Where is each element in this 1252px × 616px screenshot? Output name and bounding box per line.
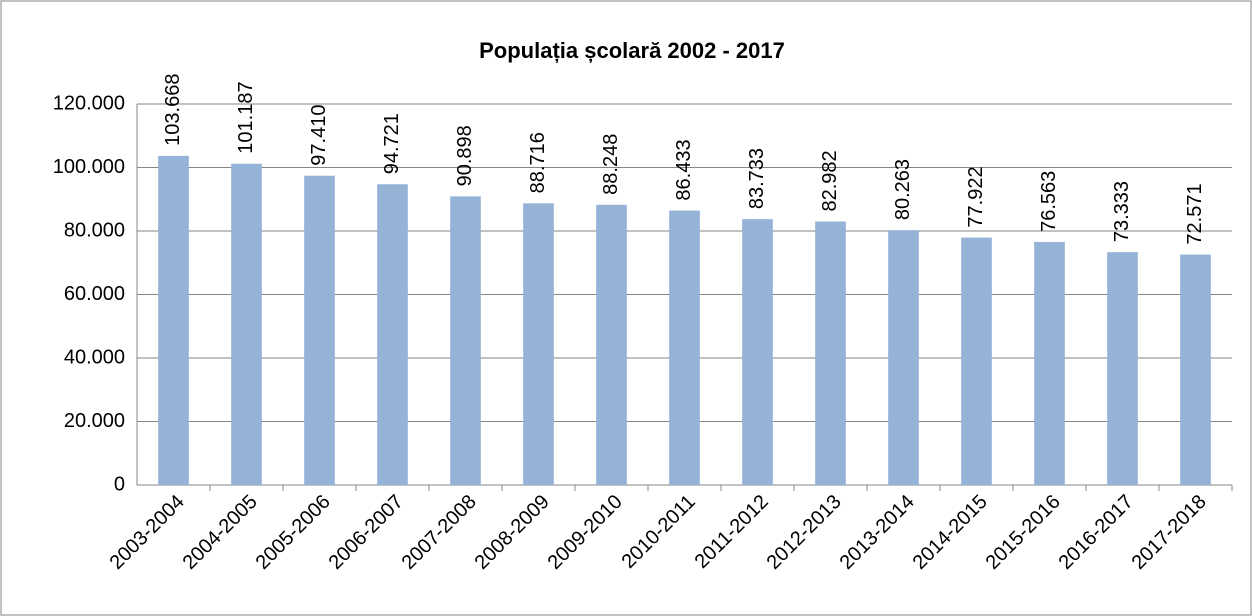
bar [158,155,189,485]
data-label: 72.571 [1184,183,1206,244]
data-label: 101.187 [235,81,257,153]
data-label: 82.982 [819,150,841,211]
data-label: 90.898 [454,125,476,186]
y-tick-label: 60.000 [64,283,125,305]
bar [450,196,481,485]
bar [1034,241,1065,485]
data-label: 88.716 [527,132,549,193]
chart-title: Populația școlară 2002 - 2017 [479,38,785,63]
data-label: 97.410 [308,105,330,166]
data-label: 88.248 [600,134,622,195]
y-tick-label: 40.000 [64,346,125,368]
data-label: 83.733 [746,148,768,209]
bar [742,219,773,486]
bar [304,175,335,485]
data-label: 77.922 [965,166,987,227]
bar [888,230,919,485]
y-tick-label: 120.000 [53,92,125,114]
bar [377,184,408,486]
bar [669,210,700,485]
bar [961,237,992,485]
data-label: 94.721 [381,113,403,174]
bar [523,203,554,485]
bar [596,204,627,485]
data-label: 76.563 [1038,171,1060,232]
y-tick-label: 0 [114,473,125,495]
y-tick-label: 100.000 [53,156,125,178]
bar [1107,252,1138,485]
data-label: 73.333 [1111,181,1133,242]
data-label: 103.668 [162,74,184,146]
data-label: 86.433 [673,139,695,200]
y-tick-label: 20.000 [64,410,125,432]
bar [1180,254,1211,485]
data-label: 80.263 [892,159,914,220]
bar [231,163,262,486]
y-tick-label: 80.000 [64,219,125,241]
bar [815,221,846,485]
